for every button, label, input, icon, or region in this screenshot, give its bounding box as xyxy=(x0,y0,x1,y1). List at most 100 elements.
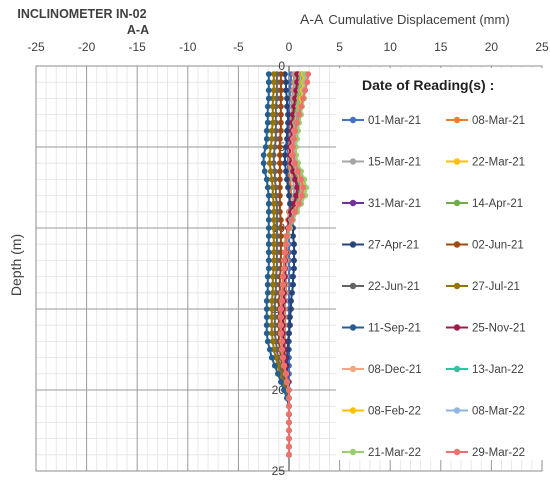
legend-swatch-marker xyxy=(453,282,461,290)
data-point xyxy=(286,451,292,458)
data-point xyxy=(265,79,272,86)
legend-label: 08-Feb-22 xyxy=(368,406,421,418)
data-point xyxy=(294,79,300,86)
data-point xyxy=(286,395,292,401)
legend-item: 31-Mar-21 xyxy=(342,198,421,210)
series-layer xyxy=(260,71,312,458)
data-point xyxy=(292,95,298,102)
legend-item: 25-Nov-21 xyxy=(446,323,526,335)
data-point xyxy=(286,427,292,434)
data-point xyxy=(282,249,288,256)
data-point xyxy=(280,281,286,288)
data-point xyxy=(281,257,287,264)
data-point xyxy=(286,192,292,199)
data-point xyxy=(267,168,274,175)
data-point xyxy=(279,338,285,345)
data-point xyxy=(269,289,276,296)
data-point xyxy=(269,273,276,280)
legend-swatch-marker xyxy=(349,241,357,248)
legend-swatch-marker xyxy=(349,199,357,207)
legend-item: 02-Jun-21 xyxy=(446,240,524,252)
data-point xyxy=(300,184,307,191)
legend-swatch-marker xyxy=(349,324,357,331)
data-point xyxy=(264,273,271,280)
data-point xyxy=(283,370,289,377)
data-point xyxy=(278,119,284,126)
data-point xyxy=(271,362,278,369)
data-point xyxy=(304,79,311,86)
data-point xyxy=(285,119,291,126)
data-point xyxy=(270,160,277,167)
data-point xyxy=(290,233,296,240)
data-point xyxy=(290,111,296,118)
data-point xyxy=(265,225,272,231)
data-point xyxy=(284,233,290,240)
data-point xyxy=(270,152,277,159)
data-point xyxy=(276,192,283,199)
data-point xyxy=(279,346,285,353)
data-point xyxy=(284,95,290,102)
data-point xyxy=(286,403,292,410)
data-point xyxy=(269,95,276,102)
data-point xyxy=(263,136,270,142)
data-point xyxy=(291,241,297,248)
data-point xyxy=(264,111,271,118)
data-point xyxy=(276,136,283,142)
data-point xyxy=(286,387,292,393)
data-point xyxy=(271,168,278,175)
data-point xyxy=(278,103,284,110)
data-point xyxy=(286,443,292,450)
data-point xyxy=(266,152,273,159)
data-point xyxy=(276,176,283,183)
data-point xyxy=(288,298,294,304)
legend-label: 22-Mar-21 xyxy=(472,157,525,169)
legend-title: Date of Reading(s) : xyxy=(362,77,494,93)
legend-label: 02-Jun-21 xyxy=(472,240,524,252)
data-point xyxy=(274,370,281,377)
data-point xyxy=(260,152,267,159)
data-point xyxy=(268,176,275,183)
data-point xyxy=(292,176,298,183)
data-point xyxy=(287,322,293,329)
data-point xyxy=(279,289,285,296)
legend-label: 31-Mar-21 xyxy=(368,198,421,210)
legend-label: 08-Dec-21 xyxy=(368,364,422,376)
data-point xyxy=(282,160,288,167)
data-point xyxy=(283,87,289,94)
data-point xyxy=(281,362,287,369)
legend-item: 13-Jan-22 xyxy=(446,364,524,376)
data-point xyxy=(278,322,284,329)
data-point xyxy=(278,233,284,240)
data-point xyxy=(283,79,289,86)
data-point xyxy=(284,379,290,385)
data-point xyxy=(284,103,290,110)
data-point xyxy=(291,103,297,110)
data-point xyxy=(276,160,283,167)
data-point xyxy=(298,176,305,183)
x-tick-label: 10 xyxy=(384,40,398,54)
data-point xyxy=(269,119,276,126)
data-point xyxy=(276,184,283,191)
legend-item: 11-Sep-21 xyxy=(342,323,421,335)
legend-item: 27-Jul-21 xyxy=(446,281,520,293)
data-point xyxy=(265,233,272,240)
data-point xyxy=(278,87,284,94)
data-point xyxy=(263,298,270,304)
legend-label: 21-Mar-22 xyxy=(368,447,421,459)
data-point xyxy=(263,176,270,183)
data-point xyxy=(280,354,286,361)
legend-label: 01-Mar-21 xyxy=(368,115,421,127)
legend-item: 27-Apr-21 xyxy=(342,240,419,252)
data-point xyxy=(276,152,283,159)
data-point xyxy=(264,184,271,191)
data-point xyxy=(269,103,276,110)
data-point xyxy=(287,200,293,207)
data-point xyxy=(265,241,272,248)
data-point xyxy=(287,314,293,320)
data-point xyxy=(270,241,277,248)
data-point xyxy=(270,208,277,215)
data-point xyxy=(264,338,271,345)
data-point xyxy=(292,127,298,134)
legend-label: 29-Mar-22 xyxy=(472,447,525,459)
legend-label: 14-Apr-21 xyxy=(472,198,523,210)
